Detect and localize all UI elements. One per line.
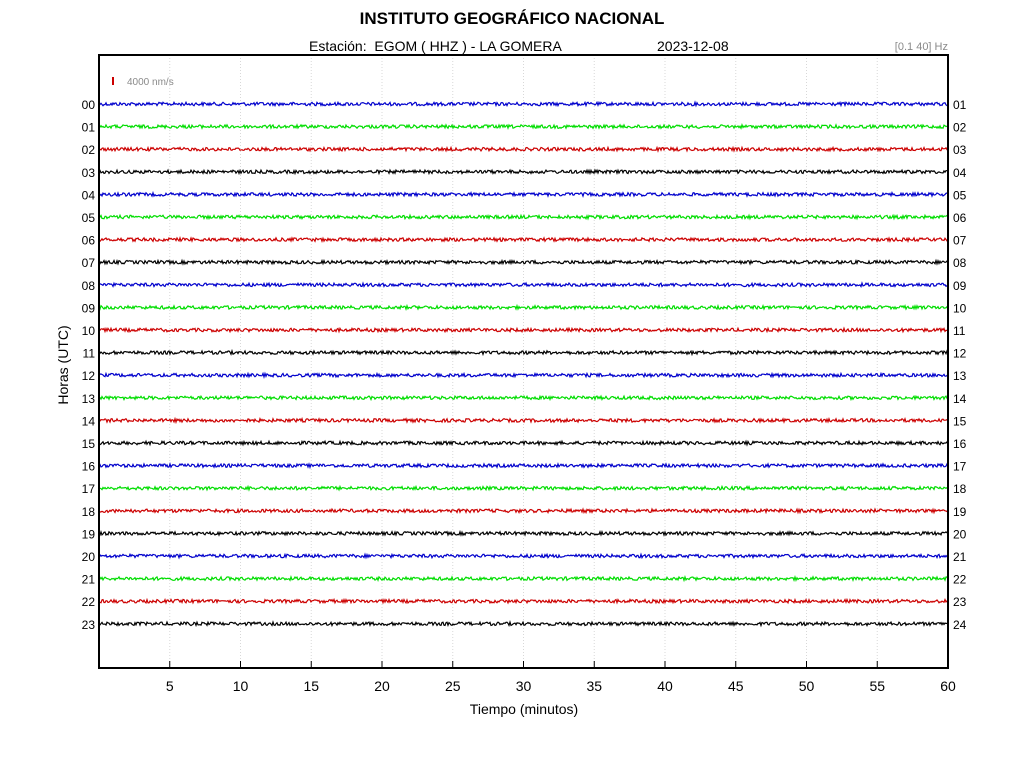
right-hour-label: 24 (953, 618, 967, 632)
left-hour-label: 13 (82, 392, 96, 406)
right-hour-label: 15 (953, 414, 967, 428)
trace-hour-15 (98, 439, 949, 447)
trace-hour-07 (98, 258, 948, 266)
y-axis-label: Horas (UTC) (55, 325, 71, 404)
station-name: EGOM ( HHZ ) - LA GOMERA (374, 38, 562, 54)
chart-title: INSTITUTO GEOGRÁFICO NACIONAL (359, 9, 665, 28)
scale-bar-label: 4000 nm/s (127, 77, 174, 88)
trace-hour-12 (98, 371, 949, 380)
left-hour-label: 02 (82, 143, 96, 157)
left-hour-label: 14 (82, 414, 96, 428)
trace-hour-23 (98, 620, 949, 628)
left-hour-label: 21 (82, 573, 96, 587)
left-hour-label: 11 (83, 347, 96, 361)
right-hour-label: 05 (953, 188, 967, 202)
left-hour-label: 03 (82, 166, 96, 180)
right-hour-label: 10 (953, 301, 967, 315)
filter-band: [0.1 40] Hz (894, 41, 948, 53)
x-tick-label: 25 (445, 678, 461, 694)
left-hour-label: 16 (82, 460, 96, 474)
station-label: Estación: (309, 38, 367, 54)
trace-hour-10 (98, 326, 949, 334)
right-hour-label: 22 (953, 573, 967, 587)
x-tick-label: 55 (869, 678, 885, 694)
record-date: 2023-12-08 (657, 38, 729, 54)
left-hour-label: 05 (82, 211, 96, 225)
left-hour-label: 18 (82, 505, 96, 519)
left-hour-label: 19 (82, 527, 96, 541)
right-hour-label: 17 (953, 460, 967, 474)
x-tick-label: 40 (657, 678, 673, 694)
left-hour-label: 22 (82, 595, 96, 609)
left-hour-label: 17 (82, 482, 96, 496)
trace-hour-06 (98, 235, 949, 244)
right-hour-label: 19 (953, 505, 967, 519)
trace-hour-21 (98, 574, 949, 583)
right-hour-label: 20 (953, 527, 967, 541)
right-hour-label: 12 (953, 347, 967, 361)
left-hour-label: 10 (82, 324, 96, 338)
scale-bar: 4000 nm/s (112, 77, 174, 88)
station-info: Estación: EGOM ( HHZ ) - LA GOMERA (309, 38, 562, 54)
left-hour-label: 23 (82, 618, 96, 632)
right-hour-label: 06 (953, 211, 967, 225)
right-hour-label: 16 (953, 437, 967, 451)
trace-hour-01 (98, 123, 948, 131)
trace-hour-05 (98, 213, 949, 221)
grid-lines (169, 55, 878, 668)
trace-hour-16 (98, 462, 949, 470)
x-tick-label: 20 (374, 678, 390, 694)
x-tick-label: 35 (586, 678, 602, 694)
trace-hour-02 (99, 145, 949, 153)
hour-labels: 00 01 01 02 02 03 03 04 04 05 05 06 06 07 07 08 08 09 09 10… (82, 98, 967, 632)
left-hour-label: 06 (82, 234, 96, 248)
trace-hour-17 (99, 484, 949, 492)
left-hour-label: 07 (82, 256, 96, 270)
right-hour-label: 18 (953, 482, 967, 496)
trace-hour-18 (98, 507, 949, 515)
x-axis-ticks: 5 10 15 20 25 30 35 40 45 50 55 60 (166, 661, 956, 694)
trace-hour-03 (98, 168, 949, 176)
x-tick-label: 45 (728, 678, 744, 694)
left-hour-label: 01 (82, 121, 96, 135)
right-hour-label: 23 (953, 595, 967, 609)
seismic-traces (98, 100, 949, 628)
x-axis-label: Tiempo (minutos) (470, 701, 578, 717)
x-tick-label: 10 (233, 678, 249, 694)
right-hour-label: 14 (953, 392, 967, 406)
trace-hour-11 (98, 348, 949, 357)
trace-hour-08 (98, 281, 949, 289)
x-tick-label: 50 (799, 678, 815, 694)
left-hour-label: 20 (82, 550, 96, 564)
left-hour-label: 04 (82, 188, 96, 202)
x-tick-label: 30 (516, 678, 532, 694)
right-hour-label: 02 (953, 121, 967, 135)
right-hour-label: 04 (953, 166, 967, 180)
trace-hour-04 (98, 190, 949, 198)
right-hour-label: 07 (953, 234, 967, 248)
trace-hour-09 (98, 303, 949, 312)
trace-hour-22 (98, 597, 949, 605)
right-hour-label: 01 (953, 98, 967, 112)
left-hour-label: 15 (82, 437, 96, 451)
x-tick-label: 5 (166, 678, 174, 694)
right-hour-label: 11 (953, 324, 966, 338)
right-hour-label: 21 (953, 550, 967, 564)
trace-hour-14 (98, 416, 949, 425)
right-hour-label: 13 (953, 369, 967, 383)
x-tick-label: 60 (940, 678, 956, 694)
trace-hour-00 (98, 100, 949, 108)
left-hour-label: 12 (82, 369, 96, 383)
left-hour-label: 08 (82, 279, 96, 293)
trace-hour-20 (98, 552, 949, 560)
left-hour-label: 09 (82, 301, 96, 315)
x-tick-label: 15 (303, 678, 319, 694)
left-hour-label: 00 (82, 98, 96, 112)
right-hour-label: 03 (953, 143, 967, 157)
right-hour-label: 08 (953, 256, 967, 270)
right-hour-label: 09 (953, 279, 967, 293)
trace-hour-19 (98, 529, 949, 537)
trace-hour-13 (98, 394, 949, 402)
